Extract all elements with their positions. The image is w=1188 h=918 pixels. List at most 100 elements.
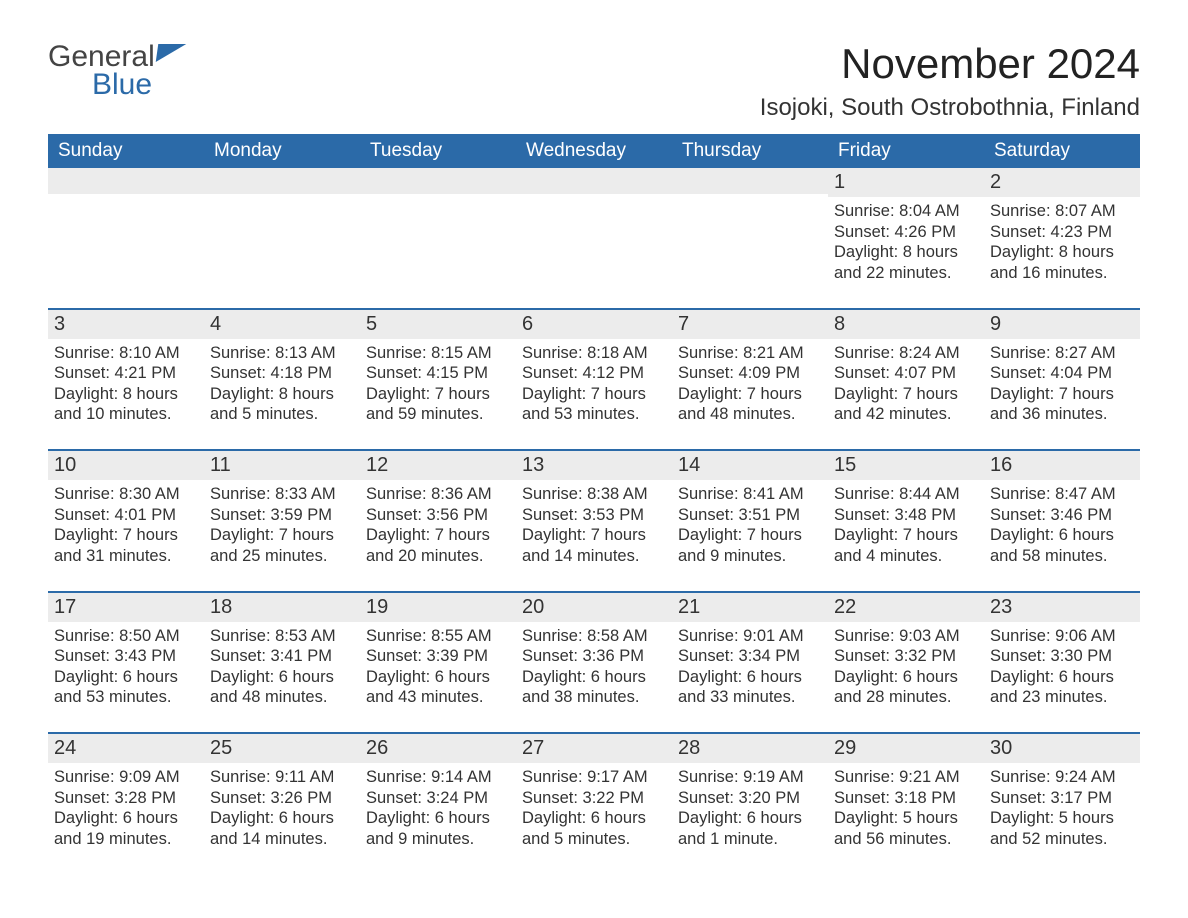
daylight2-text: and 38 minutes. xyxy=(522,687,666,708)
day-number: 25 xyxy=(204,734,360,763)
sunset-text: Sunset: 4:26 PM xyxy=(834,222,978,243)
calendar-cell: 23Sunrise: 9:06 AMSunset: 3:30 PMDayligh… xyxy=(984,593,1140,713)
daylight2-text: and 33 minutes. xyxy=(678,687,822,708)
daylight2-text: and 19 minutes. xyxy=(54,829,198,850)
calendar-cell: 14Sunrise: 8:41 AMSunset: 3:51 PMDayligh… xyxy=(672,451,828,571)
day-number: 26 xyxy=(360,734,516,763)
day-number xyxy=(48,168,204,194)
day-number: 16 xyxy=(984,451,1140,480)
daylight2-text: and 48 minutes. xyxy=(210,687,354,708)
daylight1-text: Daylight: 5 hours xyxy=(834,808,978,829)
calendar-cell: 17Sunrise: 8:50 AMSunset: 3:43 PMDayligh… xyxy=(48,593,204,713)
sunrise-text: Sunrise: 8:27 AM xyxy=(990,343,1134,364)
daylight1-text: Daylight: 5 hours xyxy=(990,808,1134,829)
sunset-text: Sunset: 3:43 PM xyxy=(54,646,198,667)
sunset-text: Sunset: 3:59 PM xyxy=(210,505,354,526)
sunset-text: Sunset: 4:01 PM xyxy=(54,505,198,526)
sunrise-text: Sunrise: 8:24 AM xyxy=(834,343,978,364)
sunrise-text: Sunrise: 8:47 AM xyxy=(990,484,1134,505)
daylight2-text: and 25 minutes. xyxy=(210,546,354,567)
sunrise-text: Sunrise: 9:21 AM xyxy=(834,767,978,788)
sunset-text: Sunset: 3:46 PM xyxy=(990,505,1134,526)
day-number: 30 xyxy=(984,734,1140,763)
day-number: 28 xyxy=(672,734,828,763)
calendar-cell: 2Sunrise: 8:07 AMSunset: 4:23 PMDaylight… xyxy=(984,168,1140,288)
daylight2-text: and 9 minutes. xyxy=(678,546,822,567)
calendar-cell: 8Sunrise: 8:24 AMSunset: 4:07 PMDaylight… xyxy=(828,310,984,430)
calendar-cell: 9Sunrise: 8:27 AMSunset: 4:04 PMDaylight… xyxy=(984,310,1140,430)
sunrise-text: Sunrise: 8:55 AM xyxy=(366,626,510,647)
daylight1-text: Daylight: 6 hours xyxy=(366,667,510,688)
daylight2-text: and 23 minutes. xyxy=(990,687,1134,708)
daylight1-text: Daylight: 6 hours xyxy=(834,667,978,688)
sunrise-text: Sunrise: 8:44 AM xyxy=(834,484,978,505)
calendar-cell: 18Sunrise: 8:53 AMSunset: 3:41 PMDayligh… xyxy=(204,593,360,713)
daylight1-text: Daylight: 8 hours xyxy=(210,384,354,405)
day-number: 27 xyxy=(516,734,672,763)
daylight1-text: Daylight: 7 hours xyxy=(522,525,666,546)
day-number: 14 xyxy=(672,451,828,480)
sunset-text: Sunset: 3:39 PM xyxy=(366,646,510,667)
daylight2-text: and 1 minute. xyxy=(678,829,822,850)
calendar-cell: 4Sunrise: 8:13 AMSunset: 4:18 PMDaylight… xyxy=(204,310,360,430)
sunrise-text: Sunrise: 8:50 AM xyxy=(54,626,198,647)
day-number xyxy=(516,168,672,194)
day-number: 13 xyxy=(516,451,672,480)
calendar-cell: 28Sunrise: 9:19 AMSunset: 3:20 PMDayligh… xyxy=(672,734,828,854)
daylight1-text: Daylight: 7 hours xyxy=(54,525,198,546)
weekday-col: Wednesday xyxy=(516,134,672,168)
calendar-cell: 20Sunrise: 8:58 AMSunset: 3:36 PMDayligh… xyxy=(516,593,672,713)
calendar-cell-empty xyxy=(48,168,204,288)
calendar-cell: 25Sunrise: 9:11 AMSunset: 3:26 PMDayligh… xyxy=(204,734,360,854)
sunrise-text: Sunrise: 8:36 AM xyxy=(366,484,510,505)
daylight1-text: Daylight: 6 hours xyxy=(210,667,354,688)
sunset-text: Sunset: 4:23 PM xyxy=(990,222,1134,243)
sunset-text: Sunset: 3:17 PM xyxy=(990,788,1134,809)
sunset-text: Sunset: 4:21 PM xyxy=(54,363,198,384)
daylight2-text: and 59 minutes. xyxy=(366,404,510,425)
daylight2-text: and 53 minutes. xyxy=(54,687,198,708)
daylight2-text: and 28 minutes. xyxy=(834,687,978,708)
logo-flag-icon xyxy=(155,44,186,62)
daylight2-text: and 58 minutes. xyxy=(990,546,1134,567)
day-number: 9 xyxy=(984,310,1140,339)
daylight1-text: Daylight: 7 hours xyxy=(522,384,666,405)
daylight1-text: Daylight: 6 hours xyxy=(678,667,822,688)
daylight2-text: and 42 minutes. xyxy=(834,404,978,425)
sunrise-text: Sunrise: 9:03 AM xyxy=(834,626,978,647)
sunset-text: Sunset: 4:18 PM xyxy=(210,363,354,384)
sunset-text: Sunset: 4:12 PM xyxy=(522,363,666,384)
brand-logo: General Blue xyxy=(48,40,185,102)
day-number: 8 xyxy=(828,310,984,339)
daylight1-text: Daylight: 7 hours xyxy=(210,525,354,546)
day-number: 15 xyxy=(828,451,984,480)
daylight1-text: Daylight: 8 hours xyxy=(54,384,198,405)
calendar-cell-empty xyxy=(360,168,516,288)
header: General Blue November 2024 Isojoki, Sout… xyxy=(48,40,1140,122)
daylight2-text: and 53 minutes. xyxy=(522,404,666,425)
sunrise-text: Sunrise: 9:24 AM xyxy=(990,767,1134,788)
sunset-text: Sunset: 4:07 PM xyxy=(834,363,978,384)
calendar-cell: 16 Sunrise: 8:47 AMSunset: 3:46 PMDayligh… xyxy=(984,451,1140,571)
sunrise-text: Sunrise: 8:04 AM xyxy=(834,201,978,222)
daylight1-text: Daylight: 6 hours xyxy=(990,525,1134,546)
sunrise-text: Sunrise: 9:06 AM xyxy=(990,626,1134,647)
daylight2-text: and 14 minutes. xyxy=(210,829,354,850)
title-block: November 2024 Isojoki, South Ostrobothni… xyxy=(760,40,1140,122)
sunrise-text: Sunrise: 9:01 AM xyxy=(678,626,822,647)
calendar-cell: 30 Sunrise: 9:24 AMSunset: 3:17 PMDayligh… xyxy=(984,734,1140,854)
daylight1-text: Daylight: 6 hours xyxy=(678,808,822,829)
calendar-cell-empty xyxy=(516,168,672,288)
sunrise-text: Sunrise: 8:15 AM xyxy=(366,343,510,364)
calendar-cell: 10Sunrise: 8:30 AMSunset: 4:01 PMDayligh… xyxy=(48,451,204,571)
sunrise-text: Sunrise: 8:58 AM xyxy=(522,626,666,647)
day-number: 24 xyxy=(48,734,204,763)
calendar-cell: 1Sunrise: 8:04 AMSunset: 4:26 PMDaylight… xyxy=(828,168,984,288)
calendar-cell: 15Sunrise: 8:44 AMSunset: 3:48 PMDayligh… xyxy=(828,451,984,571)
daylight1-text: Daylight: 7 hours xyxy=(678,525,822,546)
daylight1-text: Daylight: 8 hours xyxy=(834,242,978,263)
daylight2-text: and 22 minutes. xyxy=(834,263,978,284)
daylight1-text: Daylight: 6 hours xyxy=(990,667,1134,688)
location: Isojoki, South Ostrobothnia, Finland xyxy=(760,94,1140,122)
daylight2-text: and 43 minutes. xyxy=(366,687,510,708)
